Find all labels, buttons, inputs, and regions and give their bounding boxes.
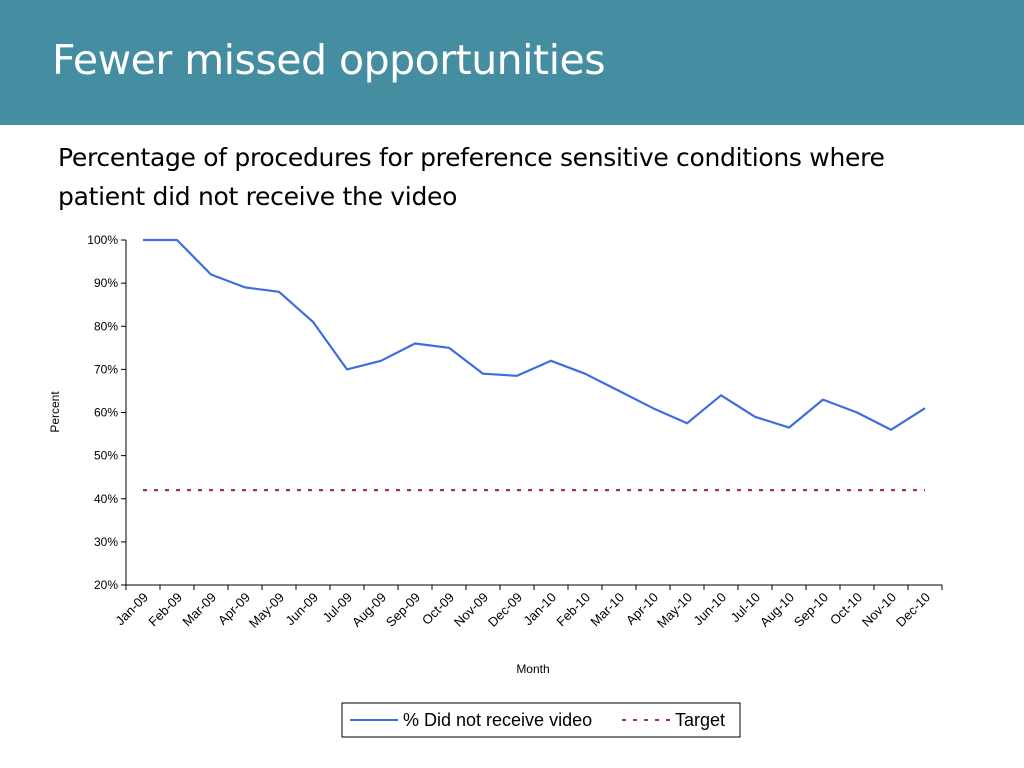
legend: % Did not receive video Target xyxy=(341,702,741,738)
y-tick-label: 60% xyxy=(94,406,118,420)
x-tick-label: Nov-09 xyxy=(451,590,491,630)
x-tick-label: Mar-10 xyxy=(587,590,627,630)
chart-series xyxy=(143,238,926,492)
x-tick-label: Mar-09 xyxy=(179,590,219,630)
x-tick-label: Oct-09 xyxy=(419,590,457,628)
x-tick-label: Jun-10 xyxy=(690,590,729,629)
x-tick-label: Jan-09 xyxy=(112,590,151,629)
x-tick-label: Jun-09 xyxy=(282,590,321,629)
x-tick-label: Sep-10 xyxy=(791,590,831,630)
y-axis-label: Percent xyxy=(48,391,62,433)
x-tick-label: Feb-09 xyxy=(145,590,185,630)
y-tick-label: 20% xyxy=(94,578,118,592)
series-line-did-not-receive-video xyxy=(143,238,926,431)
x-tick-label: Feb-10 xyxy=(553,590,593,630)
x-axis-label: Month xyxy=(516,662,549,676)
x-tick-label: Dec-10 xyxy=(893,590,933,630)
y-tick-label: 70% xyxy=(94,362,118,376)
x-axis: Jan-09Feb-09Mar-09Apr-09May-09Jun-09Jul-… xyxy=(112,584,943,631)
x-tick-label: May-10 xyxy=(654,590,695,631)
x-tick-label: Aug-09 xyxy=(349,590,389,630)
y-tick-label: 50% xyxy=(94,449,118,463)
slide-title: Fewer missed opportunities xyxy=(52,36,606,84)
y-tick-label: 100% xyxy=(87,233,118,247)
y-tick-label: 80% xyxy=(94,319,118,333)
x-tick-label: Dec-09 xyxy=(485,590,525,630)
x-tick-label: Nov-10 xyxy=(859,590,899,630)
legend-label-series: % Did not receive video xyxy=(403,710,592,730)
x-tick-label: Sep-09 xyxy=(383,590,423,630)
x-tick-label: Oct-10 xyxy=(827,590,865,628)
y-tick-label: 40% xyxy=(94,492,118,506)
y-tick-label: 90% xyxy=(94,276,118,290)
x-tick-label: Aug-10 xyxy=(757,590,797,630)
chart-subtitle: Percentage of procedures for preference … xyxy=(58,143,885,211)
y-axis: 20% 30% 40% 50% 60% 70% 80% 90% 100% xyxy=(87,233,127,592)
x-tick-label: May-09 xyxy=(246,590,287,631)
legend-box xyxy=(341,702,741,738)
y-tick-label: 30% xyxy=(94,535,118,549)
x-tick-label: Jan-10 xyxy=(520,590,559,629)
legend-label-target: Target xyxy=(675,710,725,730)
slide-header: Fewer missed opportunities xyxy=(0,0,1024,125)
